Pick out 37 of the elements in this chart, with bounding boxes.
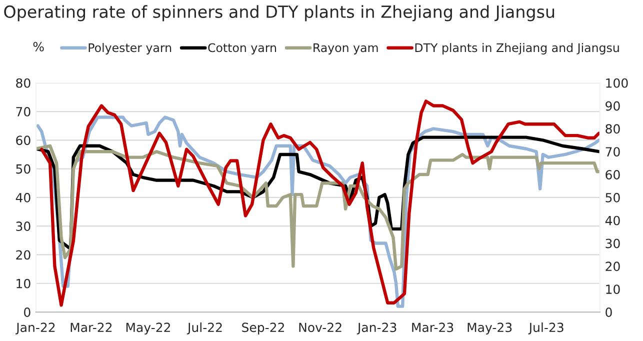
line-series — [36, 144, 600, 271]
y2-tick-label: 100 — [606, 78, 628, 88]
y2-tick-label: 10 — [606, 284, 620, 294]
x-tick-label: Mar-23 — [412, 322, 454, 332]
x-tick-label: Jul-22 — [186, 322, 222, 334]
y-axis-title: % — [33, 42, 44, 52]
legend-label: DTY plants in Zhejiang and Jiangsu — [415, 43, 619, 54]
y-tick-label: 0 — [24, 307, 30, 317]
y-tick-label: 20 — [16, 250, 30, 260]
y-tick-label: 50 — [16, 164, 30, 174]
x-tick-label: Jul-23 — [528, 322, 564, 334]
y2-tick-label: 30 — [606, 238, 620, 248]
y-tick-label: 30 — [16, 222, 30, 232]
y2-tick-label: 40 — [605, 216, 620, 226]
x-tick-label: Nov-22 — [299, 322, 342, 332]
y2-tick-label: 20 — [606, 262, 620, 272]
x-tick-label: Jan-22 — [16, 322, 55, 334]
y2-tick-label: 50 — [606, 192, 620, 202]
y2-tick-label: 60 — [606, 170, 620, 180]
legend-label: Polyester yarn — [88, 43, 172, 54]
y-tick-label: 80 — [16, 78, 30, 88]
x-tick-label: Sep-22 — [242, 322, 284, 335]
x-tick-label: May-22 — [126, 322, 170, 335]
y2-tick-label: 80 — [606, 124, 620, 134]
y-tick-label: 40 — [16, 192, 30, 202]
legend-label: Rayon yam — [314, 43, 378, 54]
legend-label: Cotton yarn — [208, 43, 276, 54]
y2-tick-label: 70 — [606, 147, 620, 157]
y-tick-label: 60 — [16, 136, 30, 146]
x-tick-label: Jan-23 — [356, 322, 396, 334]
y-tick-label: 70 — [16, 106, 30, 116]
x-tick-label: May-23 — [468, 322, 512, 335]
y-tick-label: 10 — [16, 278, 30, 288]
x-tick-label: Mar-22 — [70, 322, 112, 332]
chart-title: Operating rate of spinners and DTY plants in Zhejiang and Jiangsu — [4, 5, 554, 22]
y2-tick-label: 90 — [606, 101, 620, 111]
y2-tick-label: 0 — [606, 307, 612, 317]
